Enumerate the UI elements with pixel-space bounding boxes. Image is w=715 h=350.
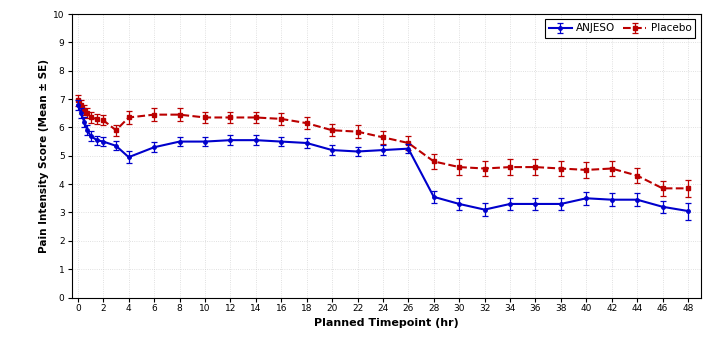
Y-axis label: Pain Intensity Score (Mean ± SE): Pain Intensity Score (Mean ± SE) [39, 59, 49, 253]
X-axis label: Planned Timepoint (hr): Planned Timepoint (hr) [314, 317, 458, 328]
Legend: ANJESO, Placebo: ANJESO, Placebo [545, 19, 696, 37]
